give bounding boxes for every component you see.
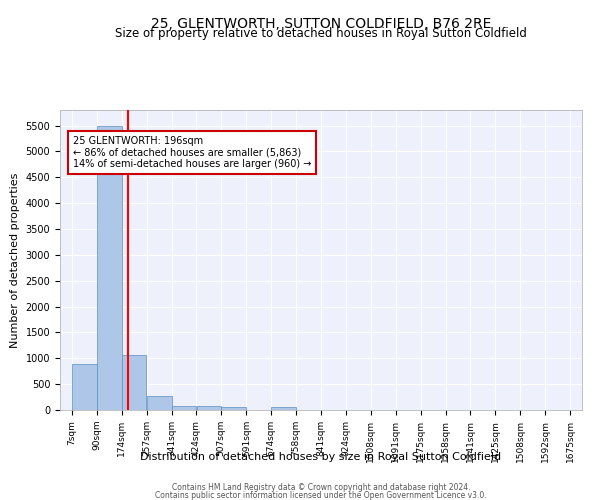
Bar <box>197 406 221 410</box>
Bar <box>147 396 172 410</box>
Text: Size of property relative to detached houses in Royal Sutton Coldfield: Size of property relative to detached ho… <box>115 28 527 40</box>
Text: 25, GLENTWORTH, SUTTON COLDFIELD, B76 2RE: 25, GLENTWORTH, SUTTON COLDFIELD, B76 2R… <box>151 18 491 32</box>
Bar <box>221 407 246 410</box>
Text: Contains HM Land Registry data © Crown copyright and database right 2024.: Contains HM Land Registry data © Crown c… <box>172 483 470 492</box>
Bar <box>271 407 296 410</box>
Text: Contains public sector information licensed under the Open Government Licence v3: Contains public sector information licen… <box>155 490 487 500</box>
Bar <box>72 364 97 410</box>
Y-axis label: Number of detached properties: Number of detached properties <box>10 172 20 348</box>
Text: Distribution of detached houses by size in Royal Sutton Coldfield: Distribution of detached houses by size … <box>140 452 502 462</box>
Bar <box>172 406 196 410</box>
Text: 25 GLENTWORTH: 196sqm
← 86% of detached houses are smaller (5,863)
14% of semi-d: 25 GLENTWORTH: 196sqm ← 86% of detached … <box>73 136 311 169</box>
Bar <box>97 126 122 410</box>
Bar <box>122 355 146 410</box>
